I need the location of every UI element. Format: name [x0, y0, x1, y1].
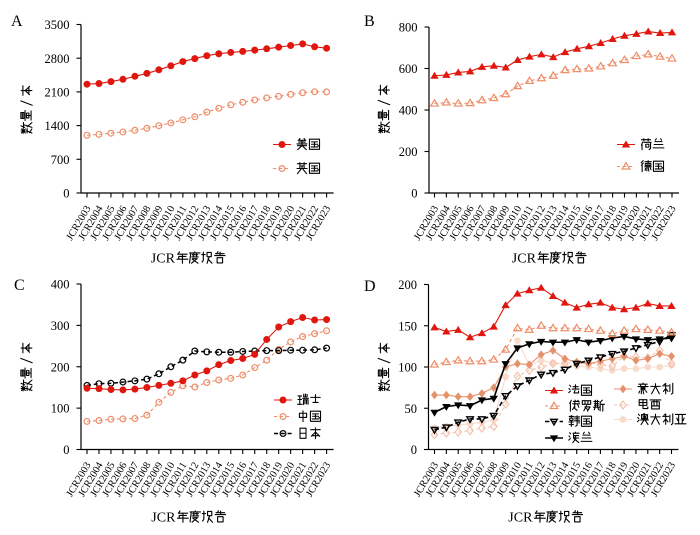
svg-text:0: 0 — [63, 187, 69, 201]
svg-text:JCR: JCR — [508, 510, 533, 525]
svg-text:2100: 2100 — [45, 86, 70, 100]
svg-text:0: 0 — [411, 187, 417, 201]
svg-text:JCR: JCR — [151, 510, 176, 525]
svg-text:800: 800 — [399, 21, 418, 35]
svg-text:50: 50 — [405, 402, 418, 416]
svg-text:100: 100 — [51, 402, 70, 416]
svg-text:200: 200 — [399, 145, 418, 159]
svg-text:JCR: JCR — [512, 251, 537, 266]
svg-text:200: 200 — [398, 278, 417, 292]
svg-text:2800: 2800 — [45, 52, 70, 66]
svg-text:700: 700 — [51, 153, 70, 167]
svg-text:400: 400 — [399, 104, 418, 118]
svg-text:100: 100 — [398, 361, 417, 375]
svg-text:0: 0 — [411, 443, 417, 457]
svg-text:B: B — [364, 13, 375, 30]
svg-text:3500: 3500 — [45, 18, 70, 32]
svg-text:150: 150 — [398, 319, 417, 333]
svg-text:A: A — [11, 13, 23, 30]
svg-text:JCR: JCR — [151, 251, 176, 266]
svg-text:C: C — [14, 277, 25, 294]
svg-text:300: 300 — [51, 319, 70, 333]
svg-text:1400: 1400 — [45, 119, 70, 133]
svg-text:D: D — [364, 278, 376, 295]
svg-text:400: 400 — [51, 278, 70, 292]
svg-text:600: 600 — [399, 62, 418, 76]
svg-text:0: 0 — [63, 443, 69, 457]
svg-text:200: 200 — [51, 360, 70, 374]
